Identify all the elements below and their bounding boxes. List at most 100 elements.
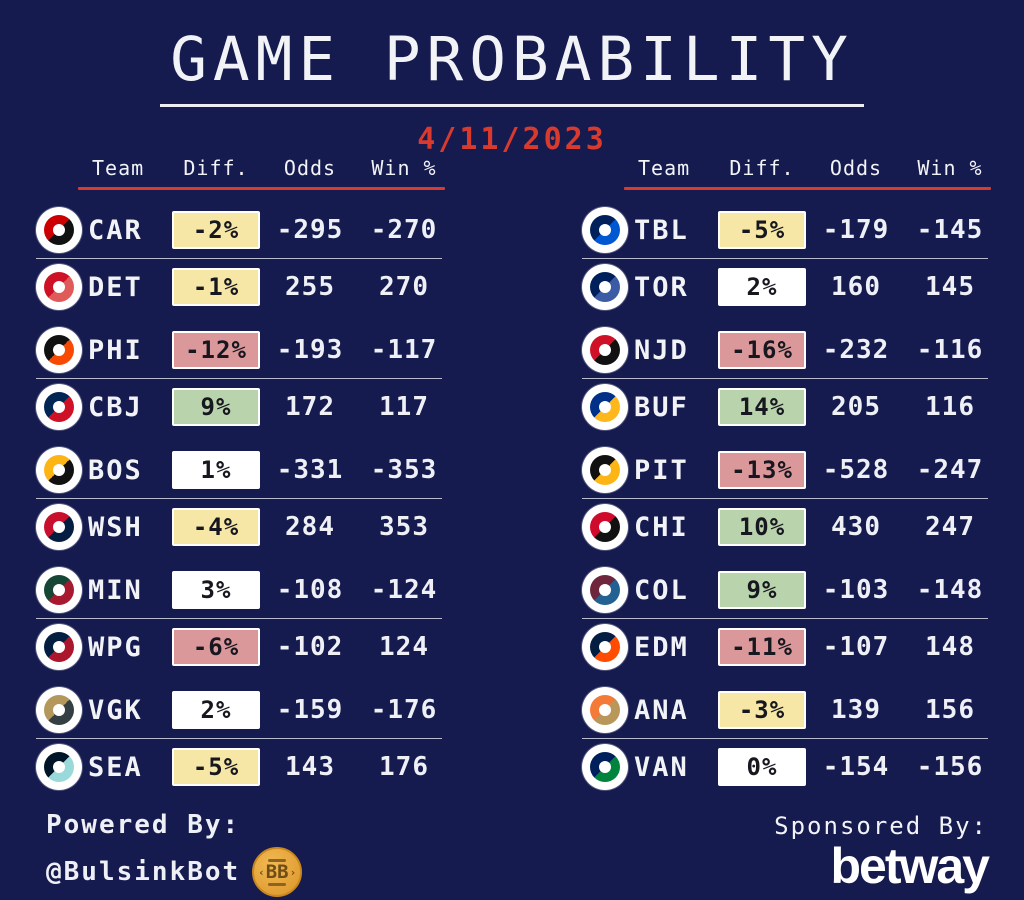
odds-value: -331 xyxy=(276,455,344,485)
logo-mark xyxy=(590,632,620,662)
team-abbr: BUF xyxy=(634,391,689,423)
diff-badge: 1% xyxy=(172,451,260,489)
pair-divider xyxy=(582,258,988,259)
logo-mark xyxy=(590,455,620,485)
coin-bottom-decoration xyxy=(268,882,287,886)
game-block: NJD -16% -232 -116 BUF 14% 205 116 xyxy=(582,322,1002,435)
logo-mark xyxy=(590,575,620,605)
win-pct-value: -176 xyxy=(370,695,438,725)
team-row-chi: CHI 10% 430 247 xyxy=(582,499,1002,555)
win-pct-value: 353 xyxy=(379,512,429,542)
team-abbr: ANA xyxy=(634,694,689,726)
team-row-car: CAR -2% -295 -270 xyxy=(36,202,456,258)
odds-value: 284 xyxy=(285,512,335,542)
team-row-bos: BOS 1% -331 -353 xyxy=(36,442,456,498)
sponsored-by-label: Sponsored By: xyxy=(774,812,988,840)
odds-value: 160 xyxy=(831,272,881,302)
pair-divider xyxy=(36,618,442,619)
team-logo-wsh-icon xyxy=(36,504,82,550)
game-block: MIN 3% -108 -124 WPG -6% -102 124 xyxy=(36,562,456,675)
team-logo-vgk-icon xyxy=(36,687,82,733)
diff-badge: -1% xyxy=(172,268,260,306)
win-pct-value: -353 xyxy=(370,455,438,485)
team-row-van: VAN 0% -154 -156 xyxy=(582,739,1002,795)
column-header-team: Team xyxy=(92,156,145,180)
diff-badge: -12% xyxy=(172,331,260,369)
team-abbr: NJD xyxy=(634,334,689,366)
odds-value: 205 xyxy=(831,392,881,422)
table-header: Team Diff. Odds Win % xyxy=(36,156,456,180)
team-row-tor: TOR 2% 160 145 xyxy=(582,259,1002,315)
coin-bb-label: BB xyxy=(265,860,289,883)
win-pct-value: 156 xyxy=(925,695,975,725)
win-pct-value: 124 xyxy=(379,632,429,662)
coin-left-bracket: ‹ xyxy=(258,865,265,879)
logo-mark xyxy=(590,392,620,422)
team-abbr: PHI xyxy=(88,334,143,366)
diff-badge: 2% xyxy=(172,691,260,729)
diff-badge: -3% xyxy=(718,691,806,729)
logo-mark xyxy=(44,335,74,365)
logo-mark xyxy=(44,632,74,662)
logo-mark xyxy=(44,512,74,542)
team-logo-min-icon xyxy=(36,567,82,613)
odds-value: 172 xyxy=(285,392,335,422)
team-abbr: CAR xyxy=(88,214,143,246)
betway-logo: betway xyxy=(830,838,990,894)
win-pct-value: 148 xyxy=(925,632,975,662)
win-pct-value: 116 xyxy=(925,392,975,422)
win-pct-value: 270 xyxy=(379,272,429,302)
diff-badge: 3% xyxy=(172,571,260,609)
odds-value: -154 xyxy=(822,752,890,782)
column-header-odds: Odds xyxy=(829,156,883,180)
bulsinkbot-handle: @BulsinkBot xyxy=(46,857,241,887)
team-row-min: MIN 3% -108 -124 xyxy=(36,562,456,618)
odds-value: -193 xyxy=(276,335,344,365)
sponsored-by-block: Sponsored By: betway xyxy=(774,812,990,894)
game-block: ANA -3% 139 156 VAN 0% -154 -156 xyxy=(582,682,1002,795)
pair-divider xyxy=(36,498,442,499)
team-abbr: BOS xyxy=(88,454,143,486)
column-header-diff: Diff. xyxy=(183,156,249,180)
odds-value: -107 xyxy=(822,632,890,662)
odds-value: -179 xyxy=(822,215,890,245)
win-pct-value: -156 xyxy=(916,752,984,782)
game-block: VGK 2% -159 -176 SEA -5% 143 176 xyxy=(36,682,456,795)
coin-right-bracket: › xyxy=(289,865,297,879)
logo-mark xyxy=(44,575,74,605)
logo-mark xyxy=(44,215,74,245)
team-row-njd: NJD -16% -232 -116 xyxy=(582,322,1002,378)
odds-value: 255 xyxy=(285,272,335,302)
odds-value: -108 xyxy=(276,575,344,605)
diff-badge: 0% xyxy=(718,748,806,786)
team-logo-det-icon xyxy=(36,264,82,310)
header-underline xyxy=(78,187,445,190)
logo-mark xyxy=(590,272,620,302)
pair-divider xyxy=(582,618,988,619)
team-row-phi: PHI -12% -193 -117 xyxy=(36,322,456,378)
diff-badge: -16% xyxy=(718,331,806,369)
win-pct-value: -247 xyxy=(916,455,984,485)
team-abbr: VAN xyxy=(634,751,689,783)
diff-badge: 10% xyxy=(718,508,806,546)
team-logo-chi-icon xyxy=(582,504,628,550)
column-header-win: Win % xyxy=(371,156,437,180)
column-header-team: Team xyxy=(638,156,691,180)
odds-value: 143 xyxy=(285,752,335,782)
team-logo-col-icon xyxy=(582,567,628,613)
win-pct-value: 247 xyxy=(925,512,975,542)
team-abbr: MIN xyxy=(88,574,143,606)
team-row-wpg: WPG -6% -102 124 xyxy=(36,619,456,675)
logo-mark xyxy=(590,695,620,725)
logo-mark xyxy=(590,512,620,542)
team-row-vgk: VGK 2% -159 -176 xyxy=(36,682,456,738)
team-row-edm: EDM -11% -107 148 xyxy=(582,619,1002,675)
powered-by-label: Powered By: xyxy=(46,810,241,840)
team-logo-buf-icon xyxy=(582,384,628,430)
game-block: CAR -2% -295 -270 DET -1% 255 270 xyxy=(36,202,456,315)
diff-badge: 14% xyxy=(718,388,806,426)
diff-badge: -5% xyxy=(718,211,806,249)
column-header-win: Win % xyxy=(917,156,983,180)
win-pct-value: 176 xyxy=(379,752,429,782)
diff-badge: 9% xyxy=(172,388,260,426)
